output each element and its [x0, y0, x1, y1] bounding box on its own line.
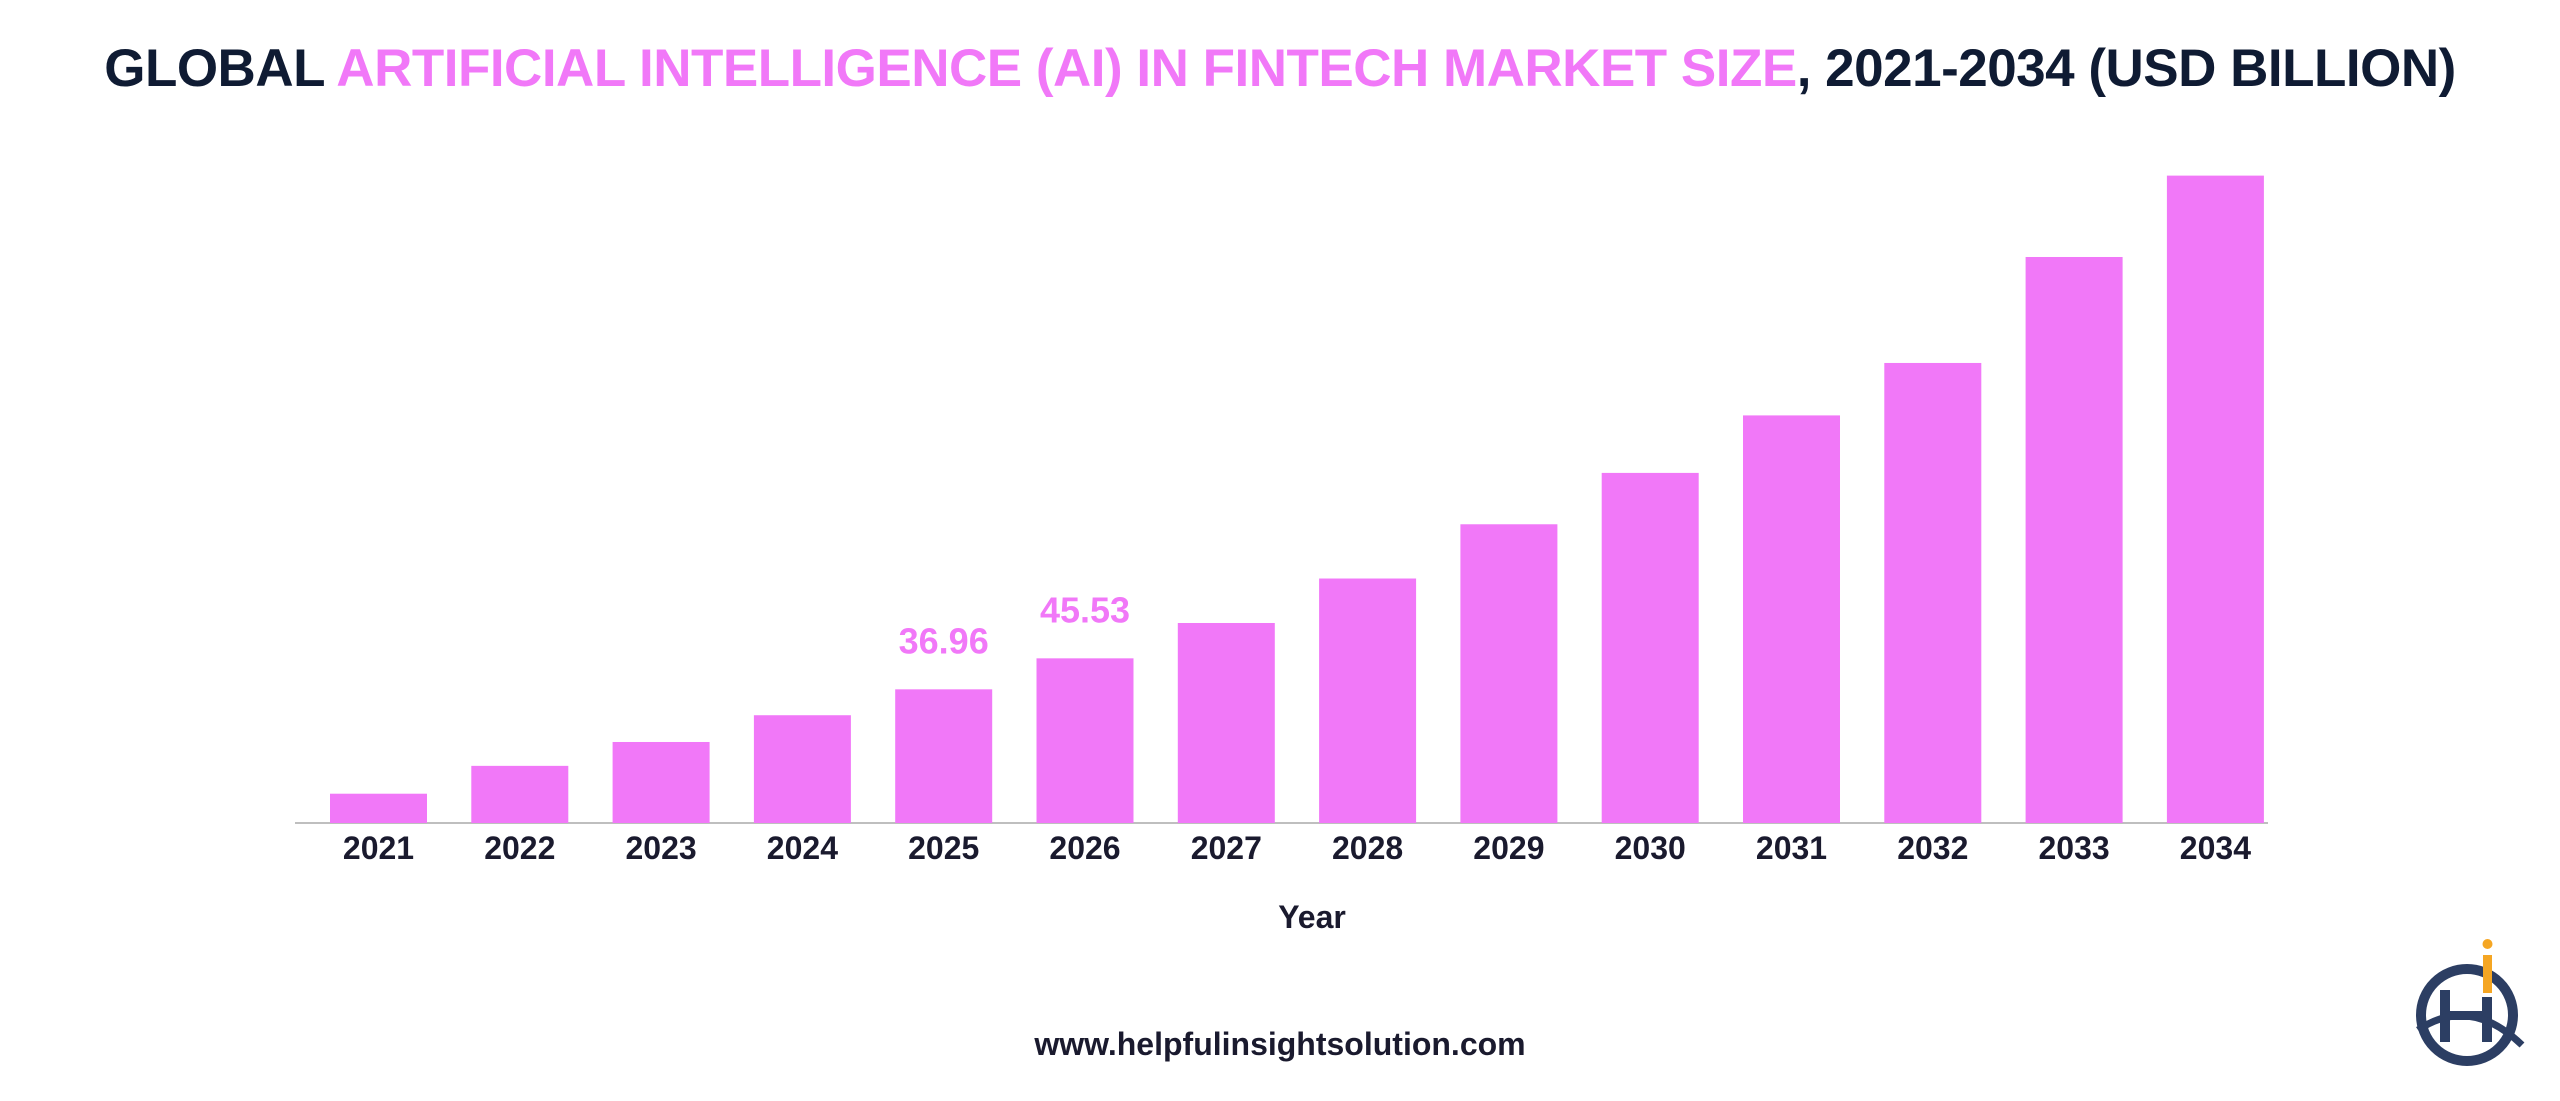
bar-2033: [2025, 256, 2123, 823]
bar-2023: [612, 741, 710, 823]
x-axis-label: Year: [1278, 899, 1346, 935]
x-ticks-group: 2021 2022 2023 2024 2025 2026 2027 2028 2029 2030…: [343, 830, 2251, 866]
logo-swoosh: [2416, 1012, 2525, 1048]
bar-2022: [471, 765, 569, 823]
x-tick-2031: 2031: [1756, 830, 1827, 866]
chart-title: GLOBAL ARTIFICIAL INTELLIGENCE (AI) IN F…: [0, 38, 2560, 99]
title-part1: GLOBAL: [104, 39, 337, 98]
x-tick-2029: 2029: [1473, 830, 1544, 866]
bar-2025: [895, 689, 993, 823]
x-tick-2021: 2021: [343, 830, 414, 866]
x-tick-2023: 2023: [626, 830, 697, 866]
bar-2028: [1319, 578, 1417, 823]
bar-2031: [1743, 415, 1840, 823]
x-tick-2033: 2033: [2039, 830, 2110, 866]
x-tick-2034: 2034: [2180, 830, 2251, 866]
bar-2034: [2166, 175, 2264, 823]
x-tick-2028: 2028: [1332, 830, 1403, 866]
logo-ring: [2416, 964, 2518, 1066]
x-tick-2030: 2030: [1615, 830, 1686, 866]
data-label-2026: 45.53: [1040, 589, 1130, 630]
logo-i-stem: [2483, 955, 2492, 993]
company-logo: [2416, 939, 2525, 1066]
bar-2032: [1884, 362, 1982, 823]
x-tick-2022: 2022: [484, 830, 555, 866]
bars-group: [330, 175, 2264, 823]
x-tick-2025: 2025: [908, 830, 979, 866]
bar-2021: [330, 793, 427, 823]
data-labels-group: 36.96 45.53: [899, 589, 1130, 661]
bar-2027: [1177, 622, 1275, 823]
bar-2029: [1460, 524, 1558, 823]
title-part2: , 2021-2034 (USD BILLION): [1796, 39, 2457, 98]
bar-2030: [1601, 472, 1699, 823]
x-tick-2026: 2026: [1049, 830, 1120, 866]
x-tick-2027: 2027: [1191, 830, 1262, 866]
logo-i-dot: [2482, 939, 2493, 949]
title-highlight: ARTIFICIAL INTELLIGENCE (AI) IN FINTECH …: [336, 39, 1797, 98]
x-tick-2024: 2024: [767, 830, 838, 866]
footer-url: www.helpfulinsightsolution.com: [1034, 1026, 1526, 1062]
bar-2026: [1036, 658, 1134, 823]
data-label-2025: 36.96: [899, 620, 989, 661]
bar-2024: [753, 715, 851, 823]
x-tick-2032: 2032: [1897, 830, 1968, 866]
